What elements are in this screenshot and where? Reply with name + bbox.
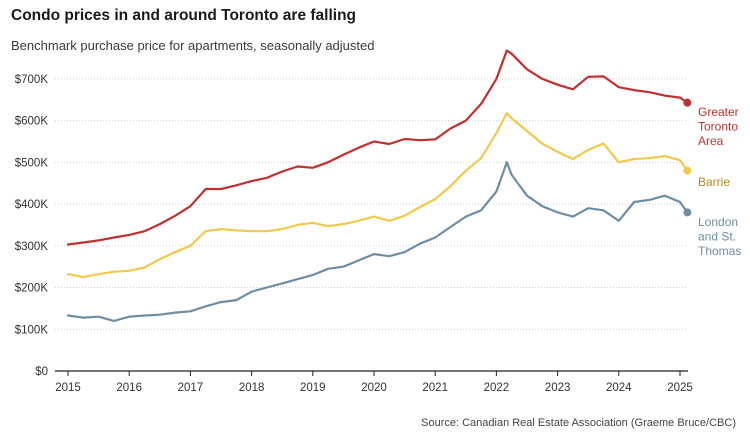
x-tick-label: 2016	[116, 382, 142, 394]
x-tick-label: 2022	[484, 382, 510, 394]
chart-subtitle: Benchmark purchase price for apartments,…	[11, 38, 375, 53]
series-label-barrie: Barrie	[698, 175, 730, 189]
y-tick-label: $300K	[15, 241, 49, 253]
series-lines	[66, 49, 692, 322]
x-tick-label: 2021	[422, 382, 448, 394]
y-tick-label: $600K	[15, 116, 49, 128]
gridlines	[55, 78, 688, 372]
x-tick-label: 2020	[361, 382, 387, 394]
x-axis-ticks: 2015 2016 2017 2018 2019 2020 2021 2022 2023 2024…	[55, 371, 693, 394]
series-endpoint-greater-toronto-area	[683, 98, 692, 107]
series-endpoint-london-and-st-thomas	[683, 208, 692, 217]
x-tick-label: 2015	[55, 382, 81, 394]
y-axis-ticks: $0 $100K $200K $300K $400K $500K $600K $700K	[15, 74, 49, 378]
series-line-barrie	[66, 112, 689, 279]
x-tick-label: 2019	[300, 382, 326, 394]
series-line-greater-toronto-area	[66, 49, 689, 246]
series-endpoint-barrie	[683, 166, 692, 175]
x-tick-label: 2017	[178, 382, 204, 394]
series-line-london-and-st-thomas	[66, 161, 689, 322]
series-label-london-and-st-thomas: London and St. Thomas	[698, 215, 741, 258]
y-tick-label: $0	[35, 366, 48, 378]
y-tick-label: $500K	[15, 157, 49, 169]
x-tick-label: 2025	[667, 382, 693, 394]
y-tick-label: $400K	[15, 199, 49, 211]
series-label-greater-toronto-area: Greater Toronto Area	[698, 105, 739, 148]
y-tick-label: $700K	[15, 74, 49, 86]
series-end-labels: Greater Toronto Area Barrie London and St. Tho…	[698, 105, 741, 258]
y-tick-label: $200K	[15, 283, 49, 295]
y-tick-label: $100K	[15, 324, 49, 336]
source-note: Source: Canadian Real Estate Association…	[421, 417, 736, 429]
x-tick-label: 2023	[545, 382, 571, 394]
x-tick-label: 2024	[606, 382, 632, 394]
x-tick-label: 2018	[239, 382, 265, 394]
chart-title: Condo prices in and around Toronto are f…	[11, 7, 357, 24]
